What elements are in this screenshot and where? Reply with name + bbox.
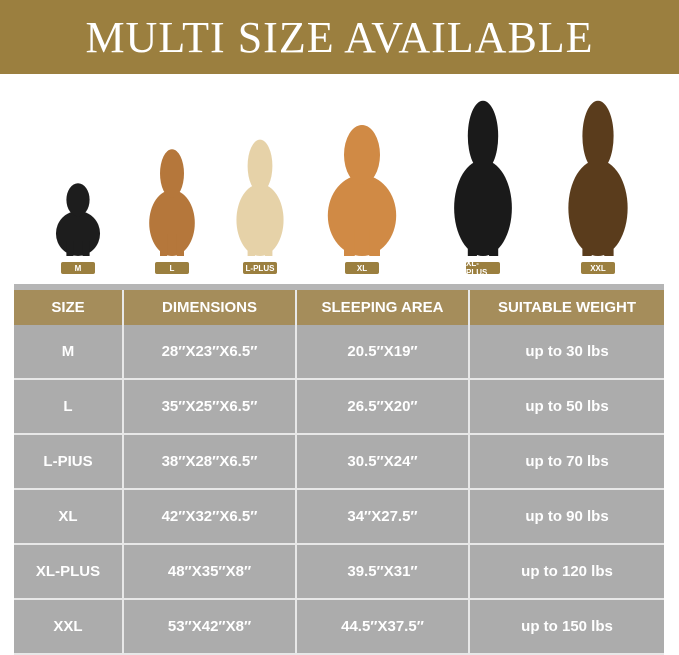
table-cell: 42″X32″X6.5″ — [124, 490, 297, 543]
size-tag: M — [61, 262, 95, 274]
table-cell: XXL — [14, 600, 124, 653]
column-header: DIMENSIONS — [124, 290, 297, 325]
size-tag: XL-PLUS — [466, 259, 500, 277]
dog-image — [142, 146, 202, 256]
table-cell: up to 90 lbs — [525, 508, 609, 525]
table-cell: up to 70 lbs — [525, 453, 609, 470]
table-cell: M — [14, 325, 124, 378]
column-header: SUITABLE WEIGHT — [497, 299, 637, 316]
dog-image — [317, 121, 407, 256]
table-row: M 28″X23″X6.5″ 20.5″X19″ up to 30 lbs — [14, 325, 664, 380]
table-cell: up to 150 lbs — [521, 618, 613, 635]
table-cell: L — [14, 380, 124, 433]
size-tag: L-PLUS — [243, 262, 277, 274]
column-header: SLEEPING AREA — [297, 290, 470, 325]
table-cell: 26.5″X20″ — [297, 380, 470, 433]
banner-title: MULTI SIZE AVAILABLE — [0, 0, 679, 74]
table-top-band — [14, 284, 664, 290]
table-header: SIZE DIMENSIONS SLEEPING AREA SUITABLE WEIG… — [14, 290, 664, 325]
column-header: SIZE — [14, 290, 124, 325]
dog-image — [445, 96, 521, 256]
table-cell: up to 50 lbs — [525, 398, 609, 415]
table-cell: 20.5″X19″ — [297, 325, 470, 378]
table-row: L 35″X25″X6.5″ 26.5″X20″ up to 50 lbs — [14, 380, 664, 435]
table-cell: 39.5″X31″ — [297, 545, 470, 598]
table-cell: 30.5″X24″ — [297, 435, 470, 488]
size-table: SIZE DIMENSIONS SLEEPING AREA SUITABLE WEIG… — [14, 284, 664, 655]
table-row: L-PIUS 38″X28″X6.5″ 30.5″X24″ up to 70 lbs — [14, 435, 664, 490]
table-cell: XL — [14, 490, 124, 543]
table-cell: 48″X35″X8″ — [124, 545, 297, 598]
dog-image — [559, 96, 637, 256]
table-cell: 35″X25″X6.5″ — [124, 380, 297, 433]
table-cell: up to 30 lbs — [525, 343, 609, 360]
size-tag: XXL — [581, 262, 615, 274]
table-cell: 53″X42″X8″ — [124, 600, 297, 653]
size-tag: L — [155, 262, 189, 274]
table-cell: XL-PLUS — [14, 545, 124, 598]
table-cell: L-PIUS — [14, 435, 124, 488]
dog-image — [229, 136, 291, 256]
dog-image — [49, 181, 107, 256]
table-cell: 44.5″X37.5″ — [297, 600, 470, 653]
table-cell: up to 120 lbs — [521, 563, 613, 580]
table-row: XXL 53″X42″X8″ 44.5″X37.5″ up to 150 lbs — [14, 600, 664, 655]
table-cell: 34″X27.5″ — [297, 490, 470, 543]
table-cell: 38″X28″X6.5″ — [124, 435, 297, 488]
size-tag: XL — [345, 262, 379, 274]
table-row: XL 42″X32″X6.5″ 34″X27.5″ up to 90 lbs — [14, 490, 664, 545]
table-row: XL-PLUS 48″X35″X8″ 39.5″X31″ up to 120 lbs — [14, 545, 664, 600]
table-cell: 28″X23″X6.5″ — [124, 325, 297, 378]
